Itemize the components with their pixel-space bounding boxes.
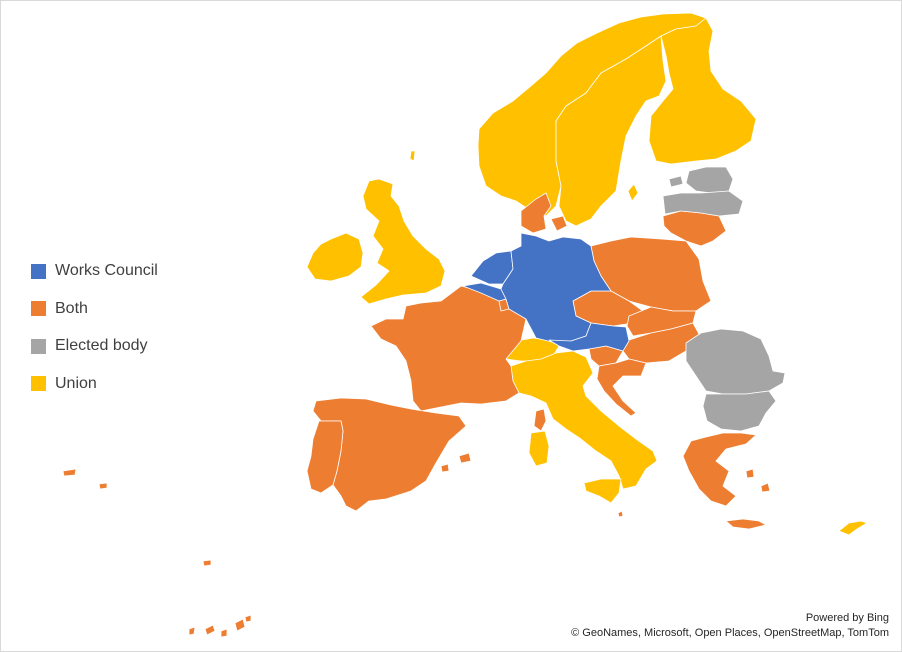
region-balearic-islands [458, 452, 472, 464]
legend-swatch-both [31, 301, 46, 316]
region-united-kingdom [360, 178, 446, 305]
region-croatia [596, 358, 647, 417]
region-sardinia [528, 430, 550, 467]
region-finland [648, 17, 757, 165]
region-greek-island-1 [745, 468, 755, 479]
legend-item-union: Union [31, 372, 158, 396]
region-portugal [306, 420, 344, 494]
legend-item-both: Both [31, 297, 158, 321]
region-italy [510, 350, 658, 490]
region-canary-3 [220, 628, 228, 638]
region-canary-5 [244, 614, 252, 623]
legend-swatch-elected-body [31, 338, 46, 354]
region-romania [685, 328, 786, 395]
map-legend: Works Council Both Elected body Union [31, 259, 158, 409]
region-denmark [520, 192, 552, 234]
region-cyprus [838, 520, 868, 536]
region-bulgaria [702, 390, 777, 432]
map-attribution: Powered by Bing © GeoNames, Microsoft, O… [571, 611, 889, 641]
region-latvia [662, 190, 744, 217]
region-zealand [550, 215, 568, 232]
region-ireland [306, 232, 364, 282]
legend-label-elected-body: Elected body [55, 337, 148, 354]
powered-by-text: Powered by Bing [805, 612, 889, 624]
region-azores-1 [62, 468, 77, 477]
region-shetland [409, 150, 416, 162]
region-canary-4 [234, 618, 246, 632]
legend-label-both: Both [55, 299, 88, 317]
region-france [370, 285, 527, 412]
copyright-text: © GeoNames, Microsoft, Open Places, Open… [571, 627, 889, 639]
legend-swatch-union [31, 376, 46, 391]
region-greek-island-2 [760, 482, 771, 493]
region-sicily [583, 478, 622, 504]
region-azores-2 [98, 482, 108, 490]
region-gotland [627, 183, 639, 202]
region-madeira [202, 559, 212, 567]
legend-item-works-council: Works Council [31, 259, 158, 283]
legend-swatch-works-council [31, 263, 46, 279]
region-malta [617, 510, 624, 518]
region-sweden [555, 35, 667, 227]
region-austria [548, 322, 630, 352]
region-mallorca [440, 463, 450, 473]
region-crete [725, 518, 767, 530]
legend-label-union: Union [55, 374, 97, 392]
region-group-both [62, 192, 771, 638]
region-canary-2 [204, 624, 216, 636]
region-group-union [306, 12, 868, 536]
region-saaremaa [668, 175, 684, 188]
region-estonia [685, 166, 734, 194]
region-corsica [533, 408, 547, 432]
region-canary-1 [188, 626, 196, 636]
region-group-works-council [462, 232, 630, 352]
legend-label-works-council: Works Council [55, 262, 158, 279]
region-greece [682, 432, 757, 507]
legend-item-elected-body: Elected body [31, 334, 158, 358]
region-group-elected-body [662, 166, 786, 432]
